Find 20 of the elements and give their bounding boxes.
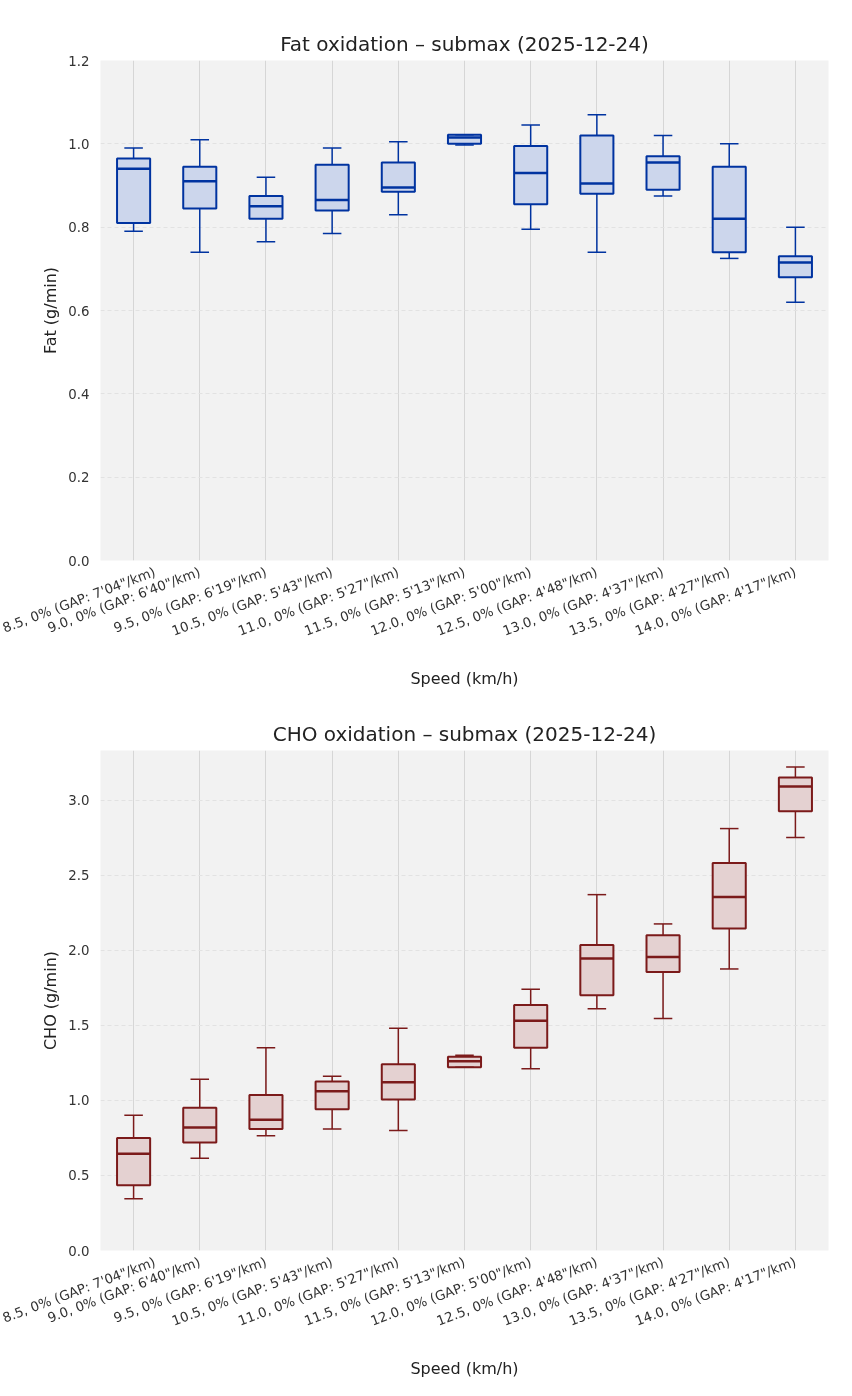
- y-tick-label: 0.6: [68, 303, 90, 319]
- y-tick-label: 0.0: [68, 1243, 90, 1259]
- y-tick-label: 0.4: [68, 386, 90, 402]
- y-tick-label: 1.2: [68, 53, 90, 69]
- y-tick-label: 0.2: [68, 470, 90, 486]
- x-axis-title: Speed (km/h): [410, 668, 519, 688]
- y-tick-label: 0.8: [68, 220, 90, 236]
- y-tick-label: 0.5: [68, 1168, 90, 1184]
- y-tick-label: 2.5: [68, 868, 90, 884]
- chart-title: Fat oxidation – submax (2025-12-24): [280, 31, 649, 56]
- y-axis-title: Fat (g/min): [41, 266, 61, 355]
- y-axis-title: CHO (g/min): [41, 950, 61, 1051]
- y-tick-label: 1.5: [68, 1018, 90, 1034]
- y-tick-label: 0.0: [68, 553, 90, 569]
- y-tick-label: 1.0: [68, 1093, 90, 1109]
- y-tick-label: 1.0: [68, 136, 90, 152]
- x-axis-title: Speed (km/h): [410, 1358, 519, 1378]
- y-tick-label: 2.0: [68, 943, 90, 959]
- y-tick-label: 3.0: [68, 793, 90, 809]
- chart-title: CHO oxidation – submax (2025-12-24): [272, 721, 657, 746]
